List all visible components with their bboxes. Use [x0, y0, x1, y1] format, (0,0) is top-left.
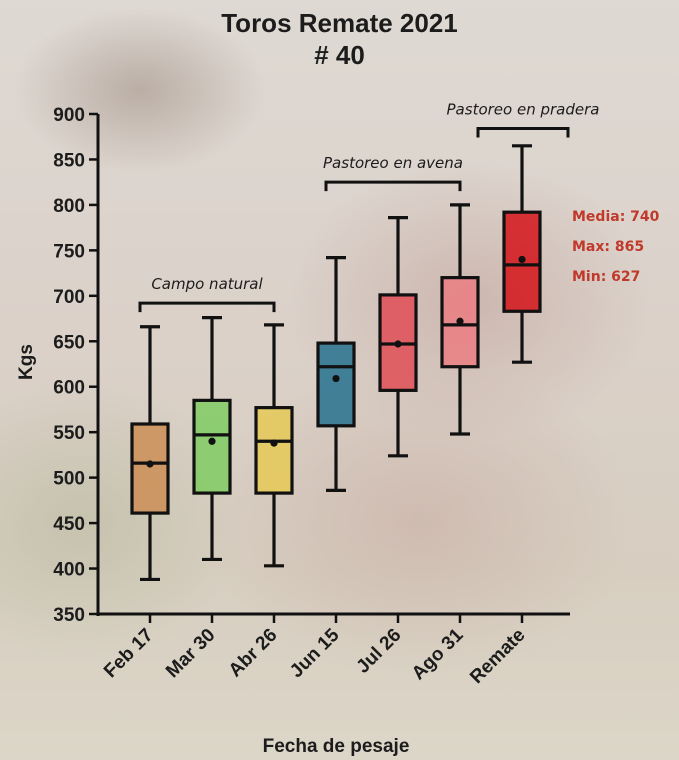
annotation-campo-natural: Campo natural — [138, 275, 276, 313]
mean-marker — [270, 439, 278, 447]
y-tick-label: 850 — [53, 150, 85, 171]
mean-marker — [394, 340, 402, 348]
x-tick-label: Abr 26 — [225, 625, 282, 682]
y-tick-label: 900 — [53, 105, 85, 126]
y-tick-label: 700 — [53, 287, 85, 308]
y-tick-label: 450 — [53, 514, 85, 535]
box-feb-17 — [130, 325, 170, 582]
stats-panel: Media: 740 Max: 865 Min: 627 — [572, 202, 659, 292]
iqr-box — [130, 422, 170, 515]
annotation-bracket — [138, 301, 276, 313]
stat-min: Min: 627 — [572, 269, 641, 285]
box-ago-31 — [440, 203, 480, 436]
x-tick-label: Feb 17 — [100, 625, 157, 682]
annotation-pastoreo-en-avena: Pastoreo en avena — [323, 154, 463, 192]
box-jun-15 — [316, 256, 356, 492]
stat-max: Max: 865 — [572, 239, 645, 255]
box-mar-30 — [192, 316, 232, 562]
annotation-bracket — [476, 127, 570, 138]
annotation-label: Campo natural — [151, 275, 263, 293]
x-tick-label: Jul 26 — [353, 625, 406, 678]
mean-marker — [518, 255, 526, 264]
y-tick-label: 800 — [53, 196, 85, 217]
box-group — [130, 144, 542, 582]
annotation-pastoreo-en-pradera: Pastoreo en pradera — [447, 101, 600, 138]
x-tick-label: Mar 30 — [162, 625, 219, 682]
x-tick-label: Remate — [466, 625, 529, 688]
annotation-label: Pastoreo en pradera — [447, 101, 600, 119]
x-axis-label: Fecha de pesaje — [263, 736, 410, 757]
y-tick-label: 500 — [53, 469, 85, 490]
y-axis-label: Kgs — [16, 344, 37, 380]
y-tick-label: 750 — [53, 241, 85, 262]
box-jul-26 — [378, 216, 418, 458]
iqr-box — [316, 341, 356, 428]
annotation-group: Campo natural Pastoreo en avena Pastoreo e… — [138, 101, 600, 313]
stat-media: Media: 740 — [572, 209, 660, 225]
mean-marker — [332, 374, 340, 383]
mean-marker — [456, 317, 464, 325]
y-tick-label: 600 — [53, 378, 85, 399]
box-remate — [502, 144, 542, 364]
y-tick-label: 350 — [53, 605, 85, 626]
chart-title: Toros Remate 2021 — [221, 8, 458, 38]
box-abr-26 — [254, 323, 294, 568]
x-tick-label: Ago 31 — [408, 624, 468, 684]
annotation-bracket — [324, 180, 462, 192]
mean-marker — [208, 437, 216, 445]
y-tick-label: 400 — [53, 560, 85, 581]
iqr-box — [192, 398, 232, 495]
y-tick-label: 650 — [53, 332, 85, 353]
iqr-box — [254, 406, 294, 495]
annotation-label: Pastoreo en avena — [323, 154, 463, 172]
mean-marker — [146, 460, 154, 468]
y-tick-label: 550 — [53, 423, 85, 444]
x-tick-label: Jun 15 — [286, 624, 344, 682]
chart-subtitle: # 40 — [314, 40, 365, 70]
axes: 350 400 450 500 550 600 650 700 750 800 850 900 Feb … — [53, 105, 570, 688]
